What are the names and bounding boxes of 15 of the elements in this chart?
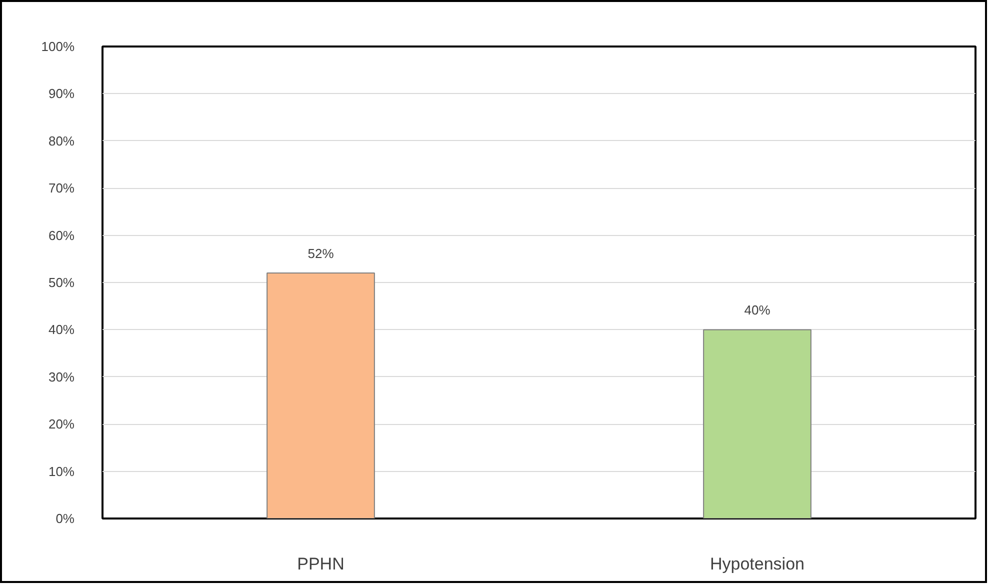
y-tick-label: 10% (48, 464, 75, 479)
x-tick-label: PPHN (297, 554, 344, 574)
y-tick-label: 80% (48, 133, 75, 148)
y-tick-label: 0% (56, 511, 75, 526)
y-tick-label: 100% (41, 39, 75, 54)
y-tick-label: 20% (48, 416, 75, 432)
y-tick-label: 60% (48, 228, 75, 243)
y-tick-label: 30% (48, 369, 75, 384)
data-label: 52% (308, 246, 334, 262)
data-label: 40% (744, 302, 771, 318)
x-tick-label: Hypotension (710, 554, 805, 574)
y-tick-label: 40% (48, 322, 75, 338)
y-tick-label: 50% (48, 275, 75, 290)
y-tick-label: 90% (48, 86, 75, 102)
y-tick-label: 70% (48, 180, 75, 196)
